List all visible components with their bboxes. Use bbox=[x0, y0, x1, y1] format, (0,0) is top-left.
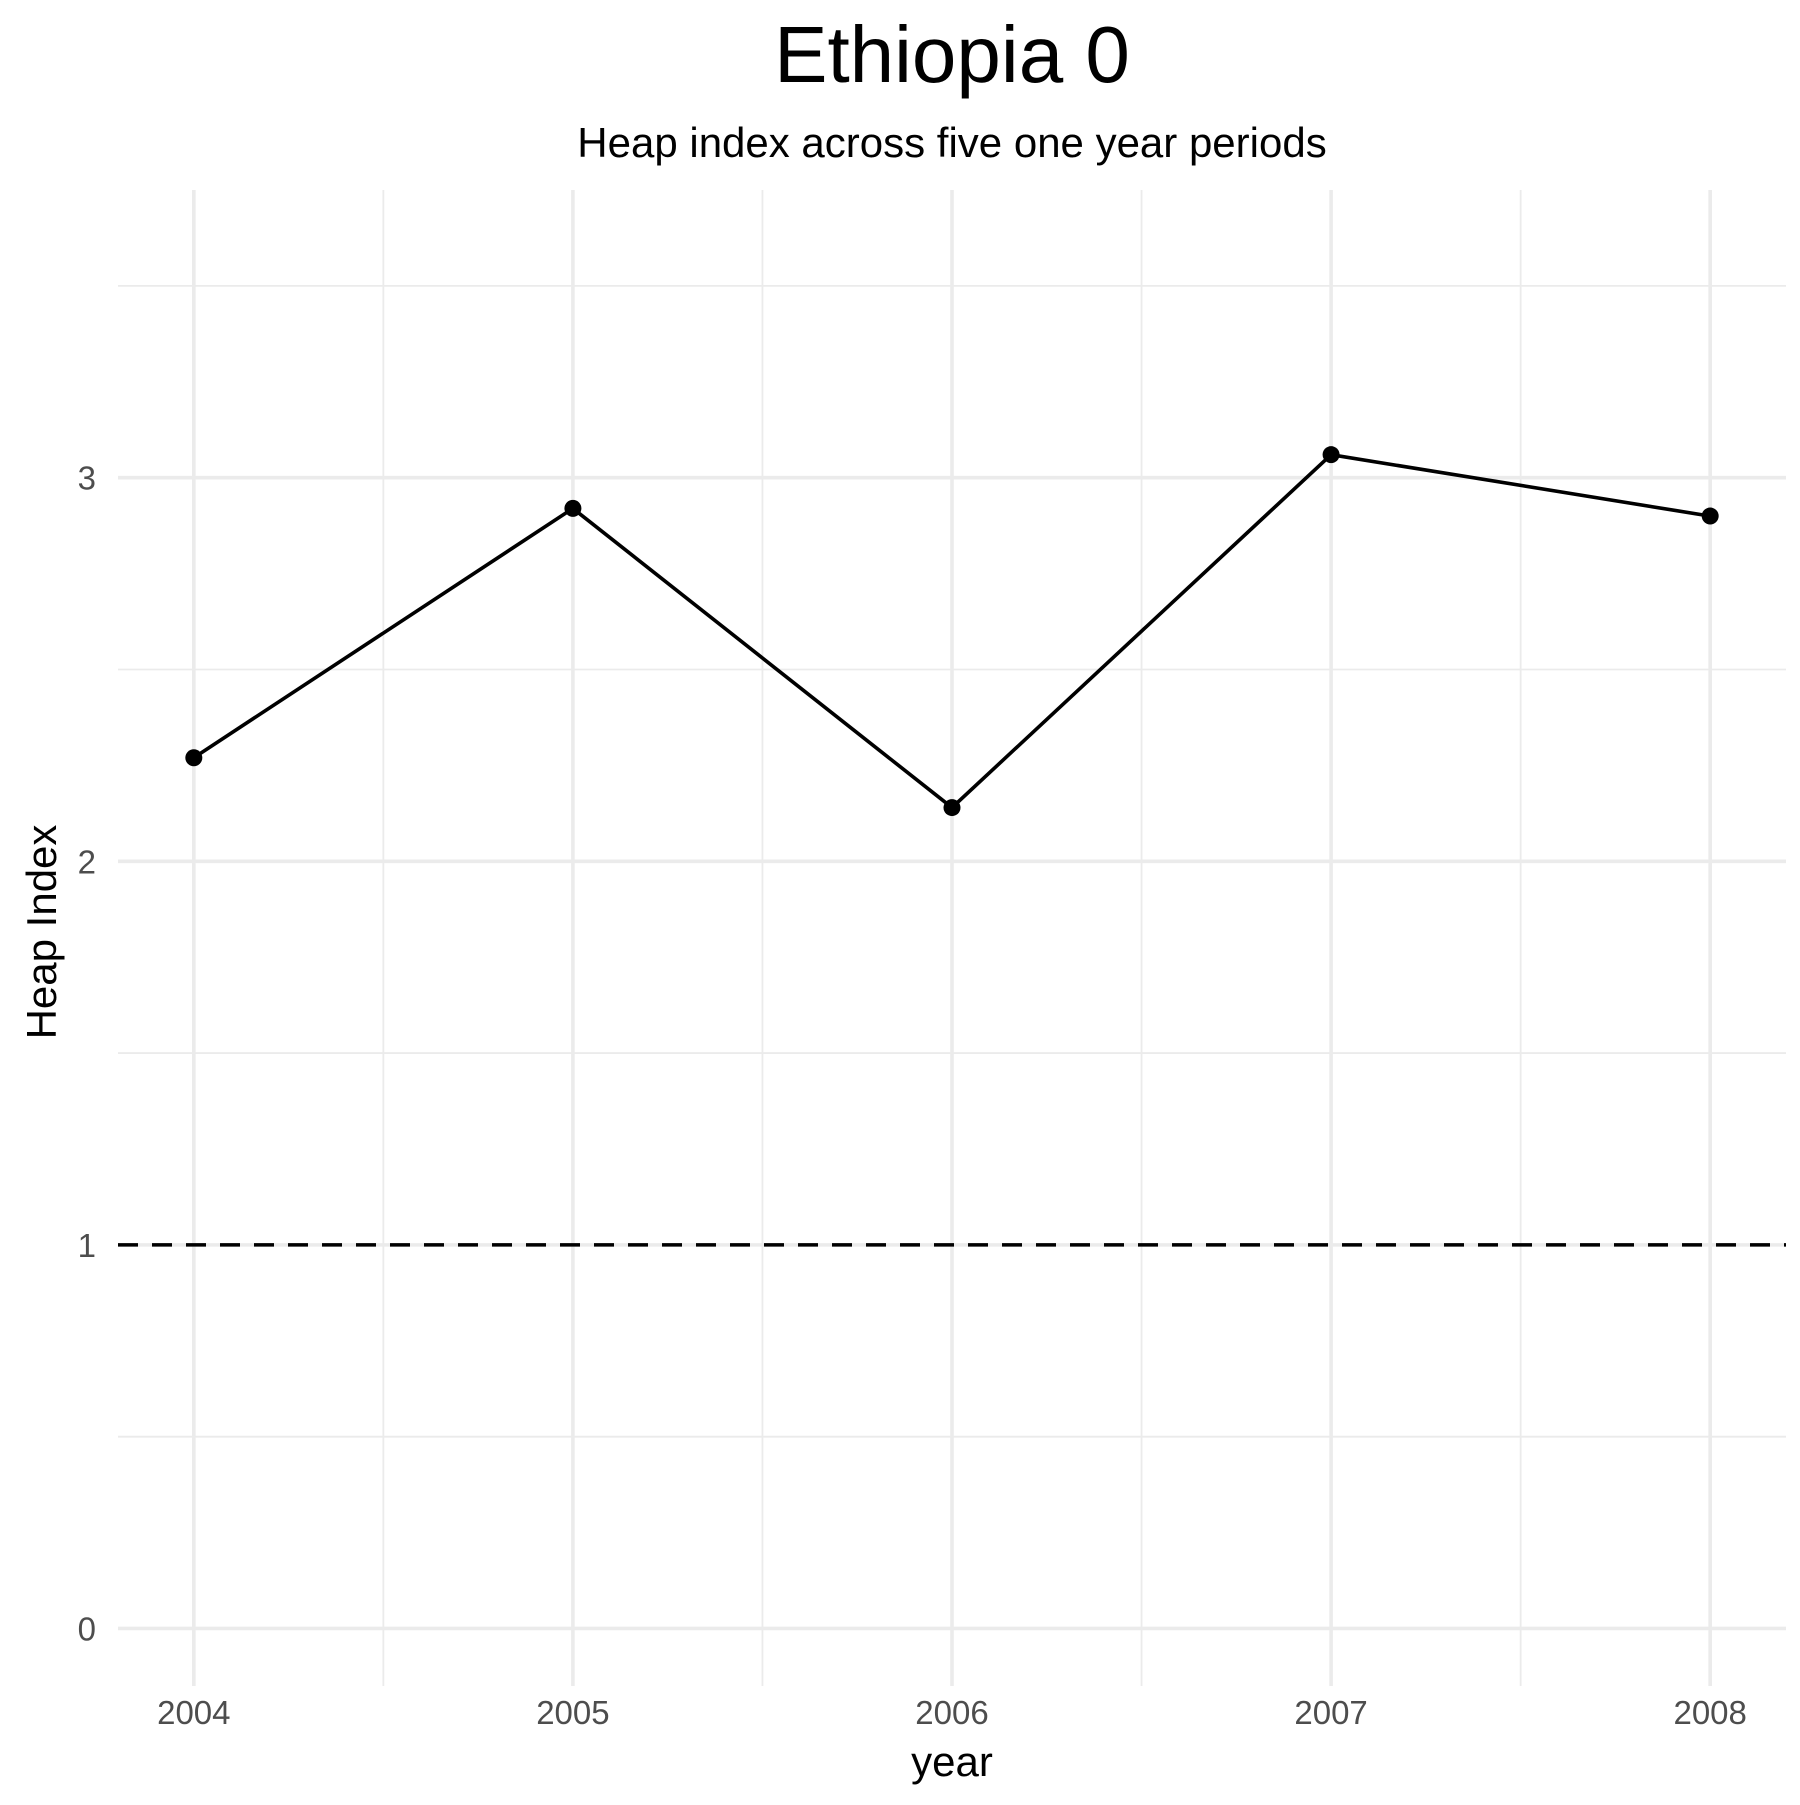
data-point bbox=[1322, 446, 1340, 464]
y-tick-label: 0 bbox=[78, 1610, 96, 1647]
chart-title: Ethiopia 0 bbox=[774, 10, 1130, 99]
data-point bbox=[943, 799, 961, 817]
data-point bbox=[1701, 507, 1719, 525]
x-tick-label: 2004 bbox=[157, 1694, 230, 1731]
y-tick-label: 1 bbox=[78, 1227, 96, 1264]
y-tick-label: 3 bbox=[78, 460, 96, 497]
y-axis-label: Heap Index bbox=[18, 825, 65, 1040]
chart-subtitle: Heap index across five one year periods bbox=[577, 119, 1326, 166]
x-axis-label: year bbox=[911, 1738, 993, 1785]
x-tick-label: 2006 bbox=[915, 1694, 988, 1731]
data-point bbox=[564, 499, 582, 517]
x-tick-label: 2005 bbox=[536, 1694, 609, 1731]
series-group bbox=[185, 446, 1719, 817]
data-point bbox=[185, 749, 203, 767]
grid-lines bbox=[118, 190, 1786, 1686]
x-tick-labels: 2004 2005 2006 2007 2008 bbox=[157, 1694, 1747, 1731]
x-tick-label: 2008 bbox=[1673, 1694, 1746, 1731]
x-tick-label: 2007 bbox=[1294, 1694, 1367, 1731]
y-tick-label: 2 bbox=[78, 843, 96, 880]
y-tick-labels: 0 1 2 3 bbox=[78, 460, 96, 1648]
